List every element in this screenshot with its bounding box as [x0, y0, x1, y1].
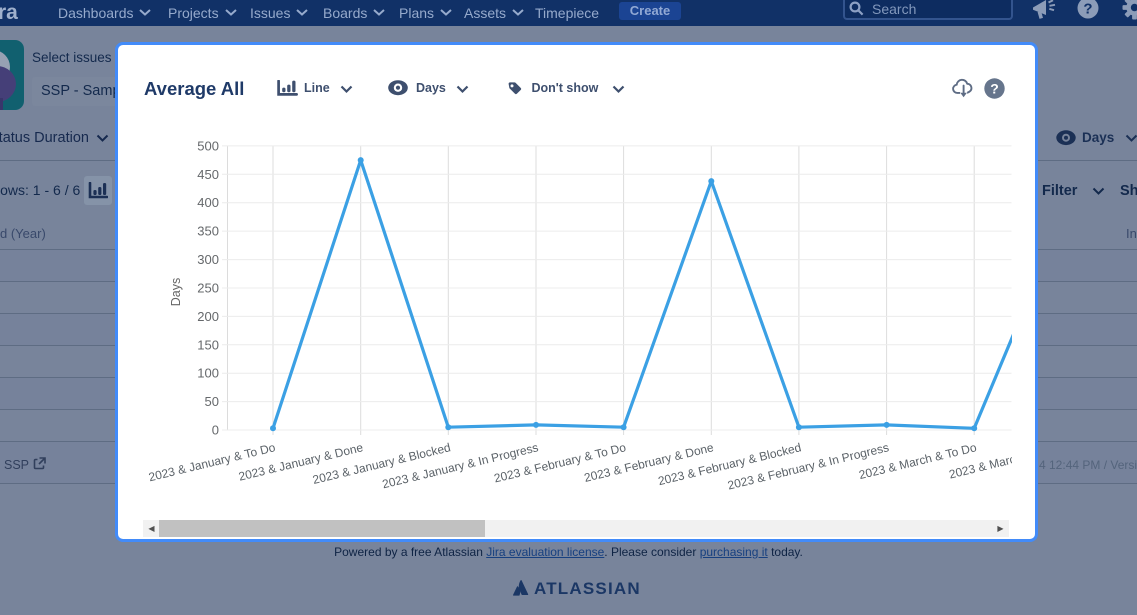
svg-text:0: 0	[212, 423, 219, 438]
svg-text:ATLASSIAN: ATLASSIAN	[534, 580, 641, 597]
svg-text:400: 400	[197, 195, 219, 210]
svg-text:300: 300	[197, 252, 219, 267]
svg-text:200: 200	[197, 309, 219, 324]
svg-text:Days: Days	[169, 278, 183, 306]
svg-text:?: ?	[1083, 1, 1092, 18]
svg-text:?: ?	[990, 80, 999, 96]
svg-text:100: 100	[197, 366, 219, 381]
svg-text:500: 500	[197, 138, 219, 153]
svg-text:350: 350	[197, 224, 219, 239]
svg-text:450: 450	[197, 167, 219, 182]
svg-text:50: 50	[205, 394, 219, 409]
svg-text:150: 150	[197, 337, 219, 352]
svg-text:250: 250	[197, 281, 219, 296]
